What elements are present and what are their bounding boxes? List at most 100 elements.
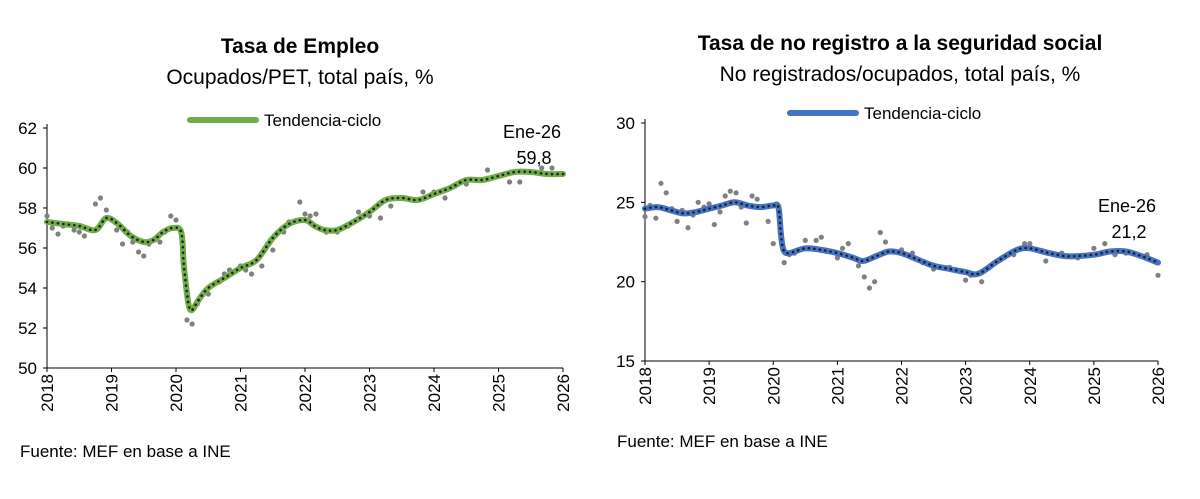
data-point	[173, 217, 179, 223]
data-point	[184, 317, 190, 323]
data-point	[442, 195, 448, 201]
chart-subtitle: No registrados/ocupados, total país, %	[719, 63, 1081, 86]
data-point	[963, 277, 969, 283]
annotation-label: Ene-26	[1098, 196, 1156, 216]
data-point	[297, 199, 303, 205]
data-point	[653, 215, 659, 221]
data-point	[549, 165, 555, 171]
data-point	[92, 201, 98, 207]
x-tick-label: 2025	[1085, 367, 1104, 405]
data-point	[722, 193, 728, 199]
data-point	[663, 190, 669, 196]
data-point	[44, 213, 50, 219]
data-point	[658, 180, 664, 186]
data-point	[979, 279, 985, 285]
data-point	[539, 165, 545, 171]
data-point	[1102, 241, 1108, 247]
data-point	[642, 214, 648, 220]
data-point	[1091, 245, 1097, 251]
y-tick-label: 20	[616, 273, 635, 292]
x-tick-label: 2018	[636, 367, 655, 405]
data-point	[141, 253, 147, 259]
annotation-value: 59,8	[516, 148, 551, 168]
x-tick-label: 2024	[425, 374, 444, 412]
y-tick-label: 15	[616, 352, 635, 371]
y-tick-label: 50	[18, 359, 37, 378]
trend-dotted-overlay	[45, 170, 565, 312]
data-point	[685, 225, 691, 231]
x-tick-label: 2024	[1021, 367, 1040, 405]
x-tick-label: 2025	[490, 374, 509, 412]
x-tick-label: 2023	[957, 367, 976, 405]
data-point	[103, 207, 109, 213]
chart-title: Tasa de no registro a la seguridad socia…	[697, 32, 1103, 55]
data-point	[834, 255, 840, 261]
y-tick-label: 58	[18, 199, 37, 218]
data-point	[81, 233, 87, 239]
data-point	[845, 241, 851, 247]
chart-employment-rate: 50 52 54 56 58 60 62 2018 2019 2020 2021 2022 2023 20…	[18, 111, 573, 412]
data-point	[877, 229, 883, 236]
data-point	[49, 225, 55, 231]
data-point	[754, 196, 760, 202]
data-point	[717, 209, 723, 215]
chart-panel-tasa-de-empleo: Tasa de Empleo Ocupados/PET, total país,…	[18, 35, 573, 461]
data-point	[855, 263, 862, 269]
data-point	[168, 213, 174, 219]
data-point	[872, 279, 878, 285]
data-point	[270, 247, 276, 253]
legend-label: Tendencia-ciclo	[264, 111, 381, 130]
x-tick-label: 2020	[764, 367, 783, 405]
data-point	[781, 260, 787, 266]
y-tick-label: 25	[616, 193, 635, 212]
data-point	[114, 227, 120, 233]
data-point	[119, 241, 126, 247]
data-point	[1022, 241, 1028, 247]
data-point	[136, 249, 142, 255]
annotation-label: Ene-26	[503, 122, 561, 142]
data-point	[802, 237, 808, 243]
x-tick-label: 2018	[38, 374, 57, 412]
chart-title: Tasa de Empleo	[220, 35, 380, 58]
data-point	[71, 227, 77, 233]
data-point	[866, 285, 872, 291]
data-point	[813, 237, 819, 243]
data-point	[76, 229, 82, 235]
data-point	[1155, 272, 1161, 278]
data-point	[302, 211, 308, 217]
data-point	[248, 271, 255, 277]
data-point	[706, 201, 712, 207]
data-point	[1043, 258, 1049, 264]
data-point	[727, 188, 733, 194]
data-point	[506, 179, 513, 185]
data-point	[313, 211, 319, 217]
data-point	[749, 193, 755, 199]
x-tick-label: 2021	[828, 367, 847, 405]
trend-dotted-overlay	[643, 200, 1160, 276]
data-point	[861, 274, 867, 280]
y-tick-label: 52	[18, 319, 37, 338]
data-point	[97, 195, 104, 201]
data-point	[695, 199, 701, 205]
data-point	[674, 218, 680, 224]
chart-panel-no-registro: Tasa de no registro a la seguridad socia…	[600, 0, 1200, 499]
x-tick-label: 2020	[167, 374, 186, 412]
x-tick-label: 2021	[232, 374, 251, 412]
data-point	[839, 245, 846, 251]
x-tick-label: 2022	[893, 367, 912, 405]
data-point	[307, 213, 313, 219]
data-point	[711, 221, 717, 228]
chart-subtitle: Ocupados/PET, total país, %	[166, 66, 434, 89]
data-point	[157, 239, 163, 245]
y-tick-label: 54	[18, 279, 37, 298]
x-tick-label: 2026	[1149, 367, 1168, 405]
chart-source: Fuente: MEF en base a INE	[20, 442, 231, 461]
data-point	[189, 321, 195, 327]
data-point	[355, 209, 362, 215]
legend-label: Tendencia-ciclo	[864, 104, 981, 123]
x-tick-label: 2022	[296, 374, 315, 412]
y-tick-label: 56	[18, 239, 37, 258]
data-point	[770, 241, 776, 247]
chart-source: Fuente: MEF en base a INE	[617, 432, 828, 451]
